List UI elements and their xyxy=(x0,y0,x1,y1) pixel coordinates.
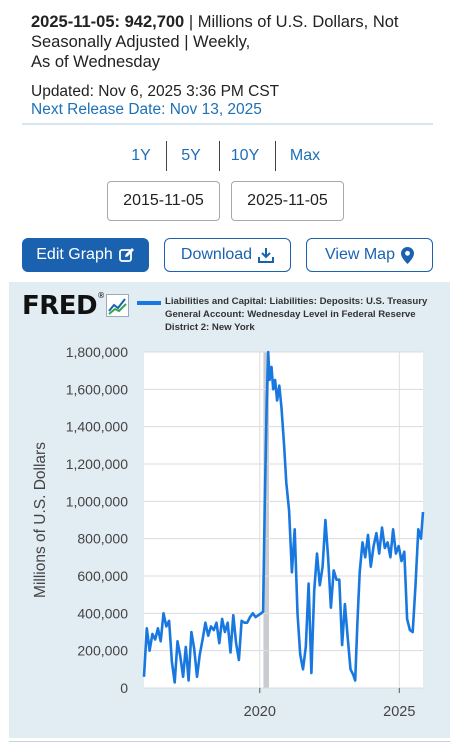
updated-timestamp: Updated: Nov 6, 2025 3:36 PM CST xyxy=(31,83,280,100)
line-chart[interactable]: 0 200,000 400,000 600,000 800,000 1,000,000 1,… xyxy=(9,282,450,738)
plot-area xyxy=(144,352,423,688)
fred-chart-badge-icon xyxy=(106,294,129,317)
range-max-button[interactable]: Max xyxy=(289,147,321,164)
pencil-square-icon xyxy=(118,248,134,262)
units-line-3: As of Wednesday xyxy=(31,53,161,71)
x-tick-label: 2025 xyxy=(383,704,415,720)
range-separator xyxy=(219,141,220,171)
fred-logo: FRED® xyxy=(22,291,105,321)
legend-line-1: Liabilities and Capital: Liabilities: De… xyxy=(165,296,428,307)
y-tick-label: 200,000 xyxy=(77,643,128,659)
range-separator xyxy=(275,141,276,171)
view-map-label: View Map xyxy=(325,246,395,263)
range-selector: 1Y 5Y 10Y Max xyxy=(0,141,470,171)
edit-graph-button[interactable]: Edit Graph xyxy=(22,238,149,272)
series-line xyxy=(142,350,425,684)
recession-shading xyxy=(263,352,269,688)
range-10y-button[interactable]: 10Y xyxy=(230,147,260,164)
x-tick-label: 2020 xyxy=(244,704,276,720)
edit-graph-label: Edit Graph xyxy=(36,246,113,263)
observation-summary: 2025-11-05: 942,700 | Millions of U.S. D… xyxy=(31,12,451,72)
divider xyxy=(9,741,450,742)
start-date-input[interactable] xyxy=(107,181,220,221)
observation-date-value: 2025-11-05: 942,700 xyxy=(31,13,184,31)
units-line-2: Seasonally Adjusted | Weekly, xyxy=(31,33,251,51)
range-5y-button[interactable]: 5Y xyxy=(181,147,201,164)
y-axis-label: Millions of U.S. Dollars xyxy=(32,442,49,598)
range-separator xyxy=(166,141,167,171)
y-tick-label: 1,000,000 xyxy=(66,493,128,509)
chart-panel: FRED® Liabilities and Capital: Liabiliti… xyxy=(9,282,450,738)
map-pin-icon xyxy=(400,246,414,264)
y-tick-label: 1,600,000 xyxy=(66,381,128,397)
units-line-1: | Millions of U.S. Dollars, Not xyxy=(188,13,399,31)
y-tick-label: 1,800,000 xyxy=(66,344,128,360)
legend-swatch xyxy=(137,301,161,305)
series-header: 2025-11-05: 942,700 | Millions of U.S. D… xyxy=(31,12,451,119)
observation-date: 2025-11-05: xyxy=(31,13,120,31)
observation-value: 942,700 xyxy=(124,13,185,31)
legend-label: Liabilities and Capital: Liabilities: De… xyxy=(165,295,440,334)
download-icon xyxy=(258,248,275,263)
view-map-button[interactable]: View Map xyxy=(306,238,433,272)
end-date-input[interactable] xyxy=(231,181,344,221)
divider xyxy=(22,123,433,125)
download-label: Download xyxy=(180,246,253,263)
y-tick-label: 800,000 xyxy=(77,531,128,547)
y-tick-label: 1,400,000 xyxy=(66,419,128,435)
y-tick-label: 1,200,000 xyxy=(66,456,128,472)
y-tick-label: 400,000 xyxy=(77,605,128,621)
legend-line-2: General Account: Wednesday Level in Fede… xyxy=(165,309,416,320)
download-button[interactable]: Download xyxy=(164,238,291,272)
range-1y-button[interactable]: 1Y xyxy=(131,147,151,164)
y-tick-label: 0 xyxy=(120,680,128,696)
next-release-link[interactable]: Next Release Date: Nov 13, 2025 xyxy=(31,101,262,118)
legend-line-3: District 2: New York xyxy=(165,322,255,333)
y-tick-label: 600,000 xyxy=(77,568,128,584)
